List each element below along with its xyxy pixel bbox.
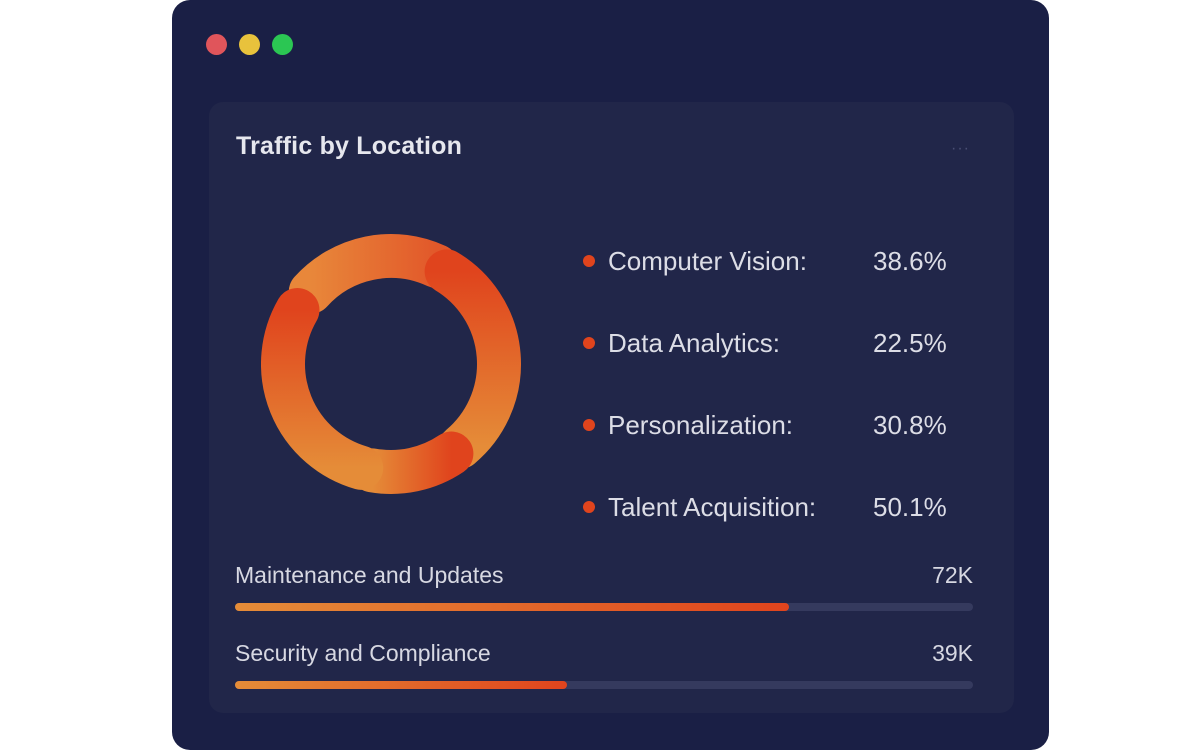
metric-security: Security and Compliance 39K [235, 640, 973, 689]
legend-label: Personalization: [608, 409, 793, 440]
progress-track [235, 681, 973, 689]
legend-dot-icon [583, 419, 595, 431]
progress-fill [235, 681, 568, 689]
card-title: Traffic by Location [236, 132, 463, 160]
legend-dot-icon [583, 255, 595, 267]
app-window: Traffic by Location ··· [172, 0, 1049, 750]
progress-fill [235, 603, 789, 611]
legend-label: Data Analytics: [608, 327, 780, 358]
window-controls [206, 34, 293, 55]
donut-segment [424, 249, 521, 469]
metric-label: Maintenance and Updates [235, 562, 504, 588]
donut-segment [261, 288, 384, 490]
legend-item: Computer Vision: 38.6% [583, 220, 947, 302]
legend-value: 30.8% [873, 409, 947, 440]
legend-dot-icon [583, 501, 595, 513]
legend-dot-icon [583, 337, 595, 349]
close-window-button[interactable] [206, 34, 227, 55]
metric-value: 39K [932, 640, 973, 666]
metric-label: Security and Compliance [235, 640, 491, 666]
legend-value: 38.6% [873, 245, 947, 276]
legend: Computer Vision: 38.6% Data Analytics: 2… [583, 220, 947, 548]
metric-maintenance: Maintenance and Updates 72K [235, 562, 973, 611]
legend-value: 50.1% [873, 491, 947, 522]
minimize-window-button[interactable] [239, 34, 260, 55]
traffic-donut-chart [261, 234, 521, 494]
maximize-window-button[interactable] [272, 34, 293, 55]
traffic-card: Traffic by Location ··· [209, 102, 1014, 713]
legend-item: Personalization: 30.8% [583, 384, 947, 466]
donut-segment [288, 234, 459, 314]
progress-track [235, 603, 973, 611]
ellipsis-icon[interactable]: ··· [951, 140, 970, 157]
legend-label: Computer Vision: [608, 245, 807, 276]
legend-value: 22.5% [873, 327, 947, 358]
legend-item: Talent Acquisition: 50.1% [583, 466, 947, 548]
legend-label: Talent Acquisition: [608, 491, 817, 522]
legend-item: Data Analytics: 22.5% [583, 302, 947, 384]
metric-value: 72K [932, 562, 973, 588]
donut-segment [350, 431, 474, 494]
